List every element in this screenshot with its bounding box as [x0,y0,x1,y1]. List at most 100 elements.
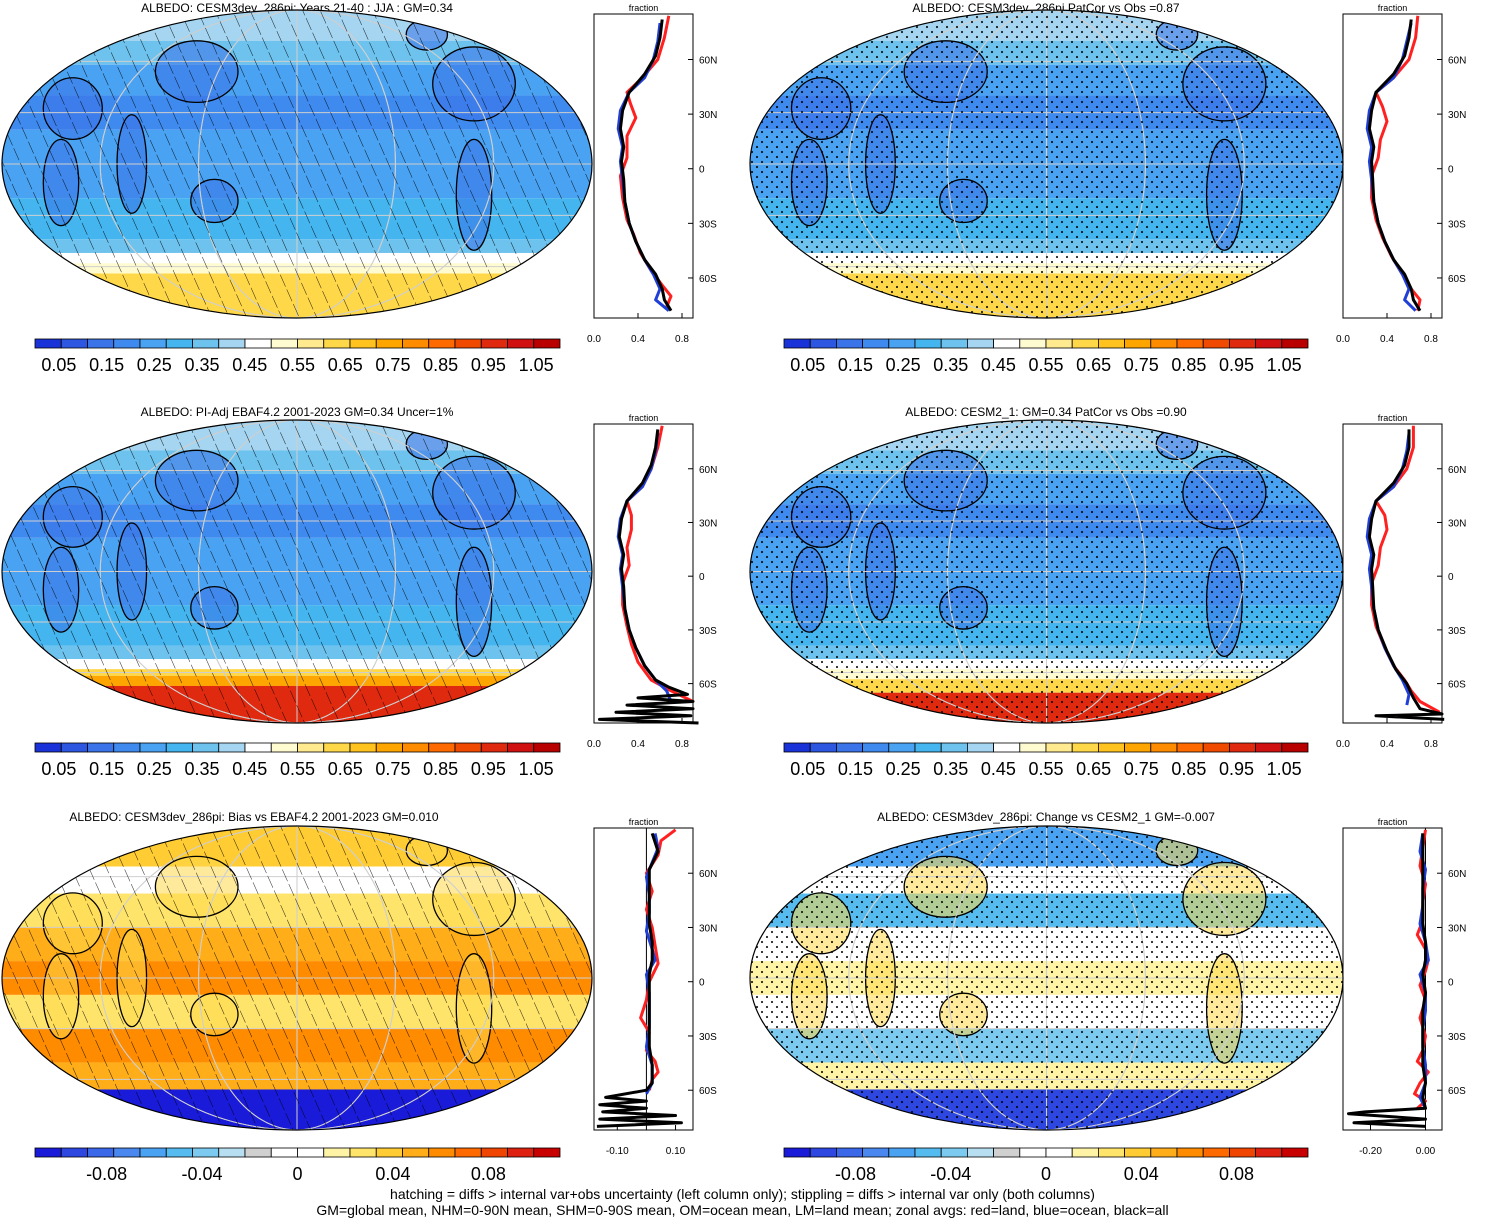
hatching-overlay [2,420,592,723]
map-field [2,826,592,1130]
colorbar-swatch [323,1147,351,1158]
zonal-ytick-label: 60S [1448,680,1466,691]
zonal-profile: fraction 60N 30N 0 30S 60S -0.20 0.00 [1342,817,1466,1157]
colorbar-swatch [533,742,561,753]
zonal-ytick-label: 30S [699,626,717,637]
colorbar-swatch [940,1147,968,1158]
zonal-series-line [616,22,670,312]
colorbar-tick-label: 0.95 [471,759,506,779]
colorbar-swatch [375,742,403,753]
colorbar-swatch [428,1147,456,1158]
colorbar-tick-label: -0.08 [835,1164,876,1184]
colorbar-tick-label: 0.65 [328,355,363,375]
zonal-frame [1342,827,1443,1131]
zonal-series-line [639,828,677,1091]
colorbar-tick-label: -0.04 [182,1164,223,1184]
colorbar-tick-label: 0.35 [185,759,220,779]
stippling-overlay [750,10,1343,318]
colorbar-swatch [270,338,298,349]
colorbar-swatch [1071,1147,1099,1158]
zonal-ytick-label: 60N [699,869,717,880]
colorbar-swatch [888,742,916,753]
zonal-frame [593,827,694,1131]
colorbar-swatch [862,742,890,753]
zonal-series-line [598,429,699,725]
zonal-ytick-label: 60S [1448,1086,1466,1097]
zonal-title: fraction [629,817,659,827]
zonal-xtick-label: 0.0 [1336,739,1350,750]
colorbar-swatch [349,1147,377,1158]
colorbar-swatch [862,338,890,349]
colorbar-swatch [87,742,115,753]
colorbar-swatch [1124,338,1152,349]
colorbar-swatch [402,338,430,349]
zonal-series-line [1367,19,1422,312]
colorbar-swatch [836,338,864,349]
colorbar-tick-label: 0.05 [41,355,76,375]
colorbar: 0.05 0.15 0.25 0.35 0.45 0.55 0.65 0.75 0.85 0.95… [34,742,561,779]
colorbar-swatch [1045,338,1073,349]
colorbar-tick-label: 0.65 [328,759,363,779]
colorbar-tick-label: 0.45 [232,759,267,779]
colorbar-swatch [270,742,298,753]
map-field [750,10,1343,318]
colorbar-tick-label: 0.15 [89,759,124,779]
colorbar-swatch [60,338,88,349]
zonal-ytick-label: 30N [1448,923,1466,934]
zonal-profile: fraction 60N 30N 0 30S 60S 0.0 0.4 0.8 [587,413,717,750]
zonal-series-line [1370,15,1422,311]
colorbar-swatch [507,742,535,753]
zonal-xtick-label: 0.0 [587,334,601,345]
hatching-overlay [2,10,592,318]
zonal-xtick-label: 0.8 [675,334,689,345]
colorbar-tick-label: 0.55 [1028,355,1063,375]
zonal-ytick-label: 60S [699,1086,717,1097]
colorbar-swatch [244,338,272,349]
colorbar-swatch [480,742,508,753]
colorbar-swatch [34,338,62,349]
colorbar-swatch [139,742,167,753]
colorbar-swatch [507,1147,535,1158]
colorbar-swatch [783,1147,811,1158]
colorbar-swatch [297,1147,325,1158]
colorbar-swatch [783,742,811,753]
colorbar-swatch [428,742,456,753]
colorbar-tick-label: 0.05 [790,355,825,375]
colorbar-swatch [1150,338,1178,349]
colorbar-tick-label: 0.75 [1124,355,1159,375]
zonal-xtick-label: 0.8 [675,739,689,750]
panel-title: ALBEDO: CESM3dev_286pi PatCor vs Obs =0.… [912,1,1179,15]
zonal-ytick-label: 30S [1448,1032,1466,1043]
colorbar-swatch [375,338,403,349]
zonal-ytick-label: 60N [1448,465,1466,476]
colorbar-swatch [809,1147,837,1158]
zonal-xtick-label: 0.10 [666,1146,686,1157]
colorbar-swatch [888,1147,916,1158]
colorbar-swatch [297,742,325,753]
zonal-ytick-label: 30N [1448,518,1466,529]
zonal-title: fraction [1378,3,1408,13]
zonal-series-line [1370,425,1441,714]
colorbar-swatch [192,338,220,349]
colorbar-swatch [1098,742,1126,753]
colorbar-swatch [1176,1147,1204,1158]
colorbar-tick-label: 0.05 [790,759,825,779]
zonal-title: fraction [629,3,659,13]
colorbar-swatch [218,1147,246,1158]
colorbar-swatch [967,742,995,753]
colorbar-tick-label: 1.05 [1267,355,1302,375]
colorbar-swatch [34,742,62,753]
colorbar-swatch [192,1147,220,1158]
colorbar-tick-label: 0.95 [1219,355,1254,375]
colorbar-tick-label: 0.08 [1219,1164,1254,1184]
colorbar-swatch [914,1147,942,1158]
colorbar-tick-label: 0.65 [1076,355,1111,375]
colorbar-swatch [1150,742,1178,753]
colorbar-swatch [34,1147,62,1158]
colorbar-swatch [836,742,864,753]
zonal-ytick-label: 30S [699,1032,717,1043]
zonal-profile: fraction 60N 30N 0 30S 60S 0.0 0.4 0.8 [587,3,717,345]
colorbar-swatch [349,338,377,349]
colorbar-swatch [1019,338,1047,349]
zonal-ytick-label: 30N [699,923,717,934]
